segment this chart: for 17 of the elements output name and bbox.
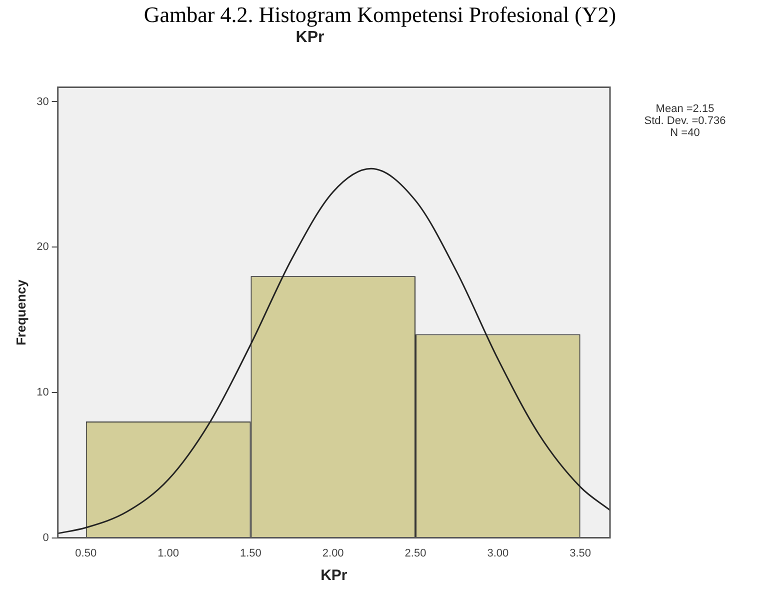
x-tick-label: 1.00 [158,547,179,560]
y-tick-label: 30 [36,96,49,108]
text: Mean =2.15 Std. Dev. =0.736 N =40 [644,103,726,140]
chart-subtitle: KPr [296,29,324,46]
x-tick-label: 0.50 [75,547,97,560]
chart-title: Gambar 4.2. Histogram Kompetensi Profesional (Y2) [142,2,618,28]
line-series [58,168,610,534]
y-tick-label: 10 [36,386,49,398]
x-tick-label: 2.50 [404,547,426,560]
x-tick-label: 3.50 [570,547,592,560]
x-axis-title: KPr [320,567,348,584]
x-tick-label: 1.50 [240,547,262,560]
y-axis-title: Frequency [13,278,28,346]
x-tick-label: 2.00 [322,547,344,560]
x-tick-label: 3.00 [487,547,509,560]
y-tick-label: 20 [36,241,49,254]
y-tick-label: 0 [42,532,49,544]
